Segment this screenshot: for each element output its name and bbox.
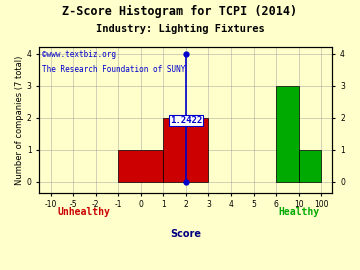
X-axis label: Score: Score — [170, 229, 201, 239]
Text: Industry: Lighting Fixtures: Industry: Lighting Fixtures — [96, 24, 264, 34]
Bar — [118, 150, 163, 181]
Text: Z-Score Histogram for TCPI (2014): Z-Score Histogram for TCPI (2014) — [62, 5, 298, 18]
Bar — [163, 118, 208, 181]
Text: The Research Foundation of SUNY: The Research Foundation of SUNY — [42, 65, 186, 74]
Y-axis label: Number of companies (7 total): Number of companies (7 total) — [15, 55, 24, 185]
Text: 1.2422: 1.2422 — [170, 116, 202, 125]
Bar — [276, 86, 299, 181]
Text: ©www.textbiz.org: ©www.textbiz.org — [42, 50, 116, 59]
Bar — [299, 150, 321, 181]
Text: Unhealthy: Unhealthy — [58, 207, 111, 217]
Text: Healthy: Healthy — [278, 207, 319, 217]
